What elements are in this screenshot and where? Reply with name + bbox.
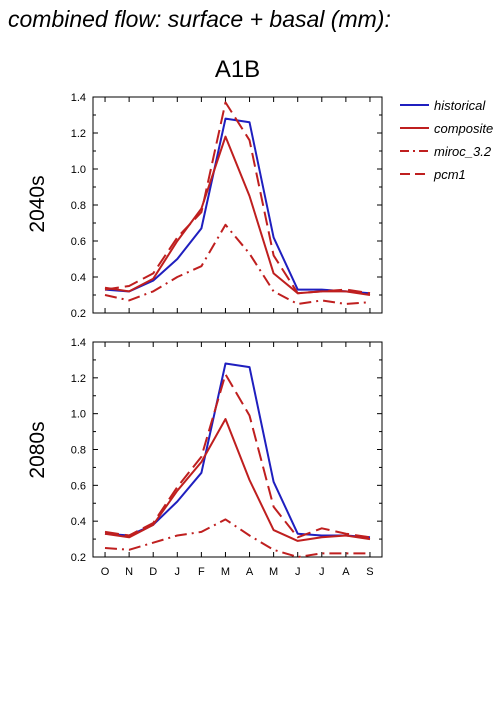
x-tick-label: M xyxy=(269,566,278,578)
series-line-miroc-3-2 xyxy=(104,223,371,305)
legend-label-composite: composite xyxy=(434,121,493,136)
y-tick-label: 0.8 xyxy=(71,445,86,457)
x-tick-label: S xyxy=(366,566,373,578)
legend-label-miroc-3-2: miroc_3.2 xyxy=(434,144,492,159)
series-line-miroc-3-2 xyxy=(104,518,370,558)
y-tick-label: 1.2 xyxy=(71,128,86,140)
x-tick-label: D xyxy=(149,566,157,578)
y-tick-label: 0.4 xyxy=(71,516,86,528)
series-line-pcm1 xyxy=(104,373,371,539)
x-tick-label: O xyxy=(101,566,110,578)
series-line-pcm1 xyxy=(104,101,371,295)
y-tick-label: 0.8 xyxy=(71,200,86,212)
y-tick-label: 0.2 xyxy=(71,308,86,320)
chart-panel-2080s: 0.2 0.4 0.6 0.8 1.0 1.2 1.4 O N D J F M A M J J A S xyxy=(71,337,383,578)
series-line-composite xyxy=(104,135,371,296)
y-tick-label: 1.2 xyxy=(71,373,86,385)
x-tick-label: N xyxy=(125,566,133,578)
legend-label-pcm1: pcm1 xyxy=(433,167,466,182)
x-tick-label: J xyxy=(319,566,325,578)
y-tick-label: 1.0 xyxy=(71,164,86,176)
x-tick-label: A xyxy=(342,566,350,578)
legend-label-historical: historical xyxy=(434,98,486,113)
plot-frame xyxy=(92,96,383,314)
x-tick-label: M xyxy=(221,566,230,578)
series-line-historical xyxy=(104,117,371,295)
y-tick-label: 0.2 xyxy=(71,552,86,564)
y-tick-label: 0.4 xyxy=(71,272,86,284)
y-tick-label: 1.0 xyxy=(71,409,86,421)
y-tick-label: 1.4 xyxy=(71,92,86,104)
chart-panel-2040s: 0.2 0.4 0.6 0.8 1.0 1.2 1.4 xyxy=(71,92,383,320)
x-tick-label: F xyxy=(198,566,205,578)
series-line-composite xyxy=(104,418,371,542)
y-tick-label: 1.4 xyxy=(71,337,86,349)
x-tick-label: J xyxy=(295,566,301,578)
y-tick-label: 0.6 xyxy=(71,480,86,492)
y-tick-label: 0.6 xyxy=(71,236,86,248)
figure-title: combined flow: surface + basal (mm): xyxy=(8,6,391,32)
chart-legend: historical composite miroc_3.2 pcm1 xyxy=(400,98,493,182)
x-tick-label: J xyxy=(175,566,181,578)
scenario-title: A1B xyxy=(214,56,261,83)
x-tick-label: A xyxy=(246,566,254,578)
